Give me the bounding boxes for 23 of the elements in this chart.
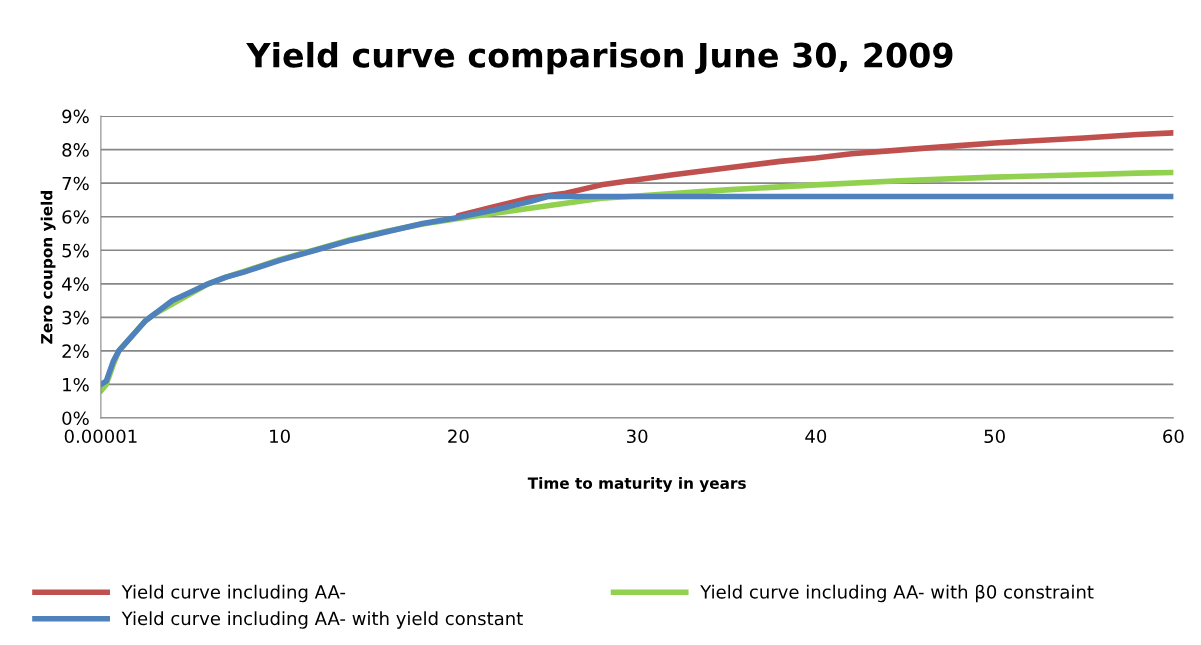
x-tick-label: 10 <box>270 429 290 444</box>
x-tick-label: 60 <box>1163 429 1184 444</box>
y-tick-label: 0% <box>62 411 89 426</box>
x-tick-label: 40 <box>805 429 827 444</box>
x-tick-label: 30 <box>627 429 648 444</box>
y-tick-label: 9% <box>62 109 89 124</box>
y-tick-label: 1% <box>63 377 89 392</box>
legend-label: Yield curve including AA- <box>121 584 346 603</box>
x-tick-label: 0.00001 <box>64 429 137 444</box>
x-axis-title: Time to maturity in years <box>527 477 746 493</box>
y-axis-title: Zero coupon yield <box>40 191 56 344</box>
chart-title: Yield curve comparison June 30, 2009 <box>246 41 953 75</box>
y-tick-label: 7% <box>62 176 89 191</box>
y-tick-label: 4% <box>62 277 89 291</box>
y-tick-label: 6% <box>62 210 89 224</box>
legend-label: Yield curve including AA- with yield constant <box>121 611 523 629</box>
y-tick-label: 8% <box>62 143 89 157</box>
x-tick-label: 50 <box>984 429 1005 444</box>
y-tick-label: 5% <box>62 243 89 258</box>
y-tick-label: 2% <box>62 344 89 358</box>
x-tick-label: 20 <box>448 429 469 444</box>
y-tick-label: 3% <box>62 310 89 325</box>
legend-label: Yield curve including AA- with β0 constraint <box>700 584 1094 603</box>
